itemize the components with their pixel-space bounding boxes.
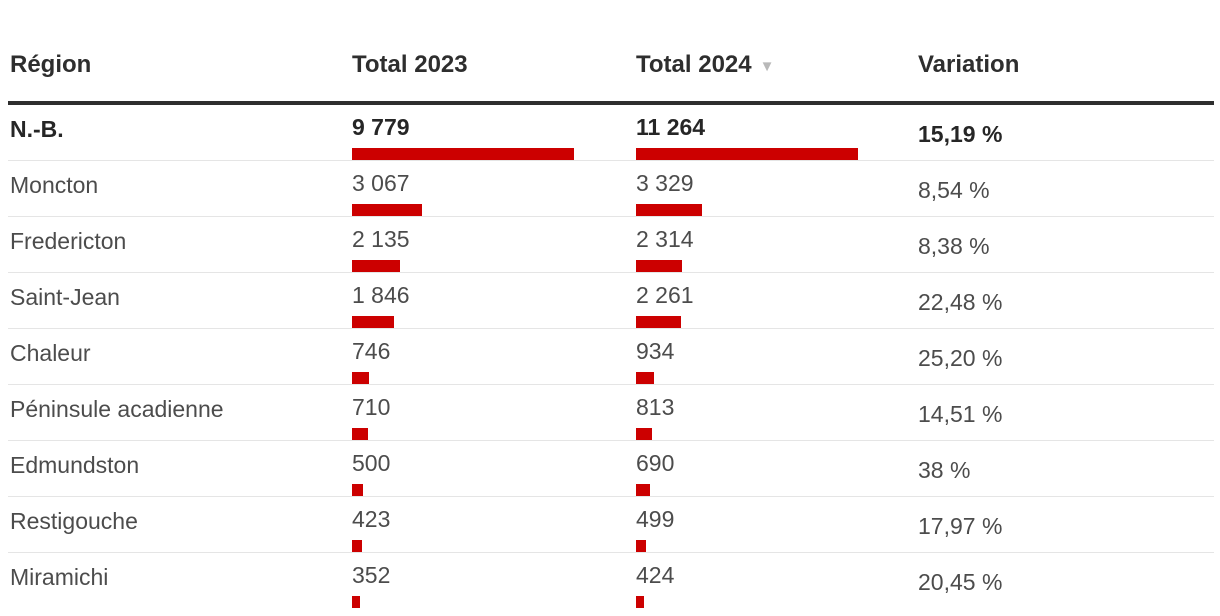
total-2023-bar <box>352 204 422 216</box>
total-2023-value: 746 <box>352 338 391 364</box>
total-2024-cell: 424 <box>636 553 918 609</box>
total-2024-value: 2 261 <box>636 282 694 308</box>
total-2023-value: 710 <box>352 394 391 420</box>
total-2024-bar <box>636 204 702 216</box>
table-row: Restigouche 423 499 17,97 % <box>8 497 1214 553</box>
variation-value: 8,54 % <box>918 177 990 203</box>
total-2024-value: 2 314 <box>636 226 694 252</box>
total-2024-cell: 2 261 <box>636 273 918 328</box>
total-2023-bar <box>352 316 394 328</box>
variation-value: 17,97 % <box>918 513 1003 539</box>
table-row: Chaleur 746 934 25,20 % <box>8 329 1214 385</box>
region-cell: Miramichi <box>8 553 352 609</box>
total-2024-bar <box>636 260 682 272</box>
total-2023-cell: 2 135 <box>352 217 636 272</box>
total-2023-value: 1 846 <box>352 282 410 308</box>
total-2024-bar <box>636 372 655 384</box>
total-2023-cell: 1 846 <box>352 273 636 328</box>
region-label: Saint-Jean <box>10 284 120 310</box>
total-2023-cell: 423 <box>352 497 636 552</box>
variation-value: 15,19 % <box>918 121 1003 147</box>
total-2024-value: 11 264 <box>636 114 706 140</box>
region-cell: Péninsule acadienne <box>8 385 352 440</box>
column-header-total-2024-label: Total 2024 <box>636 51 752 78</box>
region-cell: Fredericton <box>8 217 352 272</box>
total-2023-bar <box>352 260 401 272</box>
variation-value: 14,51 % <box>918 401 1003 427</box>
total-2023-bar <box>352 148 574 160</box>
total-2024-value: 499 <box>636 506 675 532</box>
table-row: Fredericton 2 135 2 314 8,38 % <box>8 217 1214 273</box>
total-2024-cell: 690 <box>636 441 918 496</box>
variation-value: 38 % <box>918 457 971 483</box>
total-2023-cell: 500 <box>352 441 636 496</box>
column-header-total-2023[interactable]: Total 2023 <box>352 51 468 78</box>
table-row: Péninsule acadienne 710 813 14,51 % <box>8 385 1214 441</box>
total-2023-bar <box>352 540 362 552</box>
total-2023-value: 3 067 <box>352 170 410 196</box>
column-header-region[interactable]: Région <box>10 51 92 78</box>
region-label: Miramichi <box>10 564 109 590</box>
table-body: N.-B. 9 779 11 264 15,19 % Moncton 3 067… <box>8 105 1214 609</box>
total-2023-cell: 9 779 <box>352 105 636 160</box>
total-2023-value: 9 779 <box>352 114 410 140</box>
total-2023-cell: 352 <box>352 553 636 609</box>
total-2023-cell: 710 <box>352 385 636 440</box>
total-2023-value: 500 <box>352 450 391 476</box>
total-2023-bar <box>352 596 360 608</box>
total-2024-cell: 11 264 <box>636 105 918 160</box>
total-2023-value: 2 135 <box>352 226 410 252</box>
region-cell: Moncton <box>8 161 352 216</box>
column-header-variation[interactable]: Variation <box>918 51 1020 78</box>
region-cell: Chaleur <box>8 329 352 384</box>
total-2024-bar <box>636 484 650 496</box>
total-2024-value: 424 <box>636 562 675 588</box>
region-label: N.-B. <box>10 116 64 142</box>
total-2024-cell: 3 329 <box>636 161 918 216</box>
table-row: Edmundston 500 690 38 % <box>8 441 1214 497</box>
total-2023-cell: 746 <box>352 329 636 384</box>
total-2024-value: 690 <box>636 450 675 476</box>
table-row: N.-B. 9 779 11 264 15,19 % <box>8 105 1214 161</box>
table-row: Miramichi 352 424 20,45 % <box>8 553 1214 609</box>
table-header: Région Total 2023 Total 2024 ▼ Variation <box>8 0 1214 105</box>
variation-value: 25,20 % <box>918 345 1003 371</box>
region-label: Moncton <box>10 172 99 198</box>
total-2023-value: 423 <box>352 506 391 532</box>
table-row: Moncton 3 067 3 329 8,54 % <box>8 161 1214 217</box>
column-header-total-2024[interactable]: Total 2024 ▼ <box>636 52 918 80</box>
region-cell: Saint-Jean <box>8 273 352 328</box>
data-table: Région Total 2023 Total 2024 ▼ Variation … <box>8 0 1214 609</box>
region-cell: Edmundston <box>8 441 352 496</box>
region-cell: Restigouche <box>8 497 352 552</box>
total-2023-bar <box>352 484 364 496</box>
total-2024-bar <box>636 148 858 160</box>
total-2024-value: 813 <box>636 394 675 420</box>
total-2024-bar <box>636 428 652 440</box>
total-2024-cell: 499 <box>636 497 918 552</box>
total-2023-value: 352 <box>352 562 391 588</box>
sort-desc-icon: ▼ <box>759 58 775 75</box>
total-2023-bar <box>352 428 369 440</box>
region-label: Péninsule acadienne <box>10 396 224 422</box>
total-2024-bar <box>636 596 645 608</box>
region-label: Edmundston <box>10 452 140 478</box>
variation-value: 22,48 % <box>918 289 1003 315</box>
total-2024-cell: 813 <box>636 385 918 440</box>
total-2024-bar <box>636 316 681 328</box>
total-2024-cell: 2 314 <box>636 217 918 272</box>
region-label: Fredericton <box>10 228 127 254</box>
table-row: Saint-Jean 1 846 2 261 22,48 % <box>8 273 1214 329</box>
total-2023-bar <box>352 372 369 384</box>
region-cell: N.-B. <box>8 105 352 160</box>
region-label: Restigouche <box>10 508 138 534</box>
total-2023-cell: 3 067 <box>352 161 636 216</box>
variation-value: 20,45 % <box>918 569 1003 595</box>
variation-value: 8,38 % <box>918 233 990 259</box>
region-label: Chaleur <box>10 340 91 366</box>
total-2024-cell: 934 <box>636 329 918 384</box>
total-2024-value: 3 329 <box>636 170 694 196</box>
total-2024-value: 934 <box>636 338 675 364</box>
total-2024-bar <box>636 540 646 552</box>
